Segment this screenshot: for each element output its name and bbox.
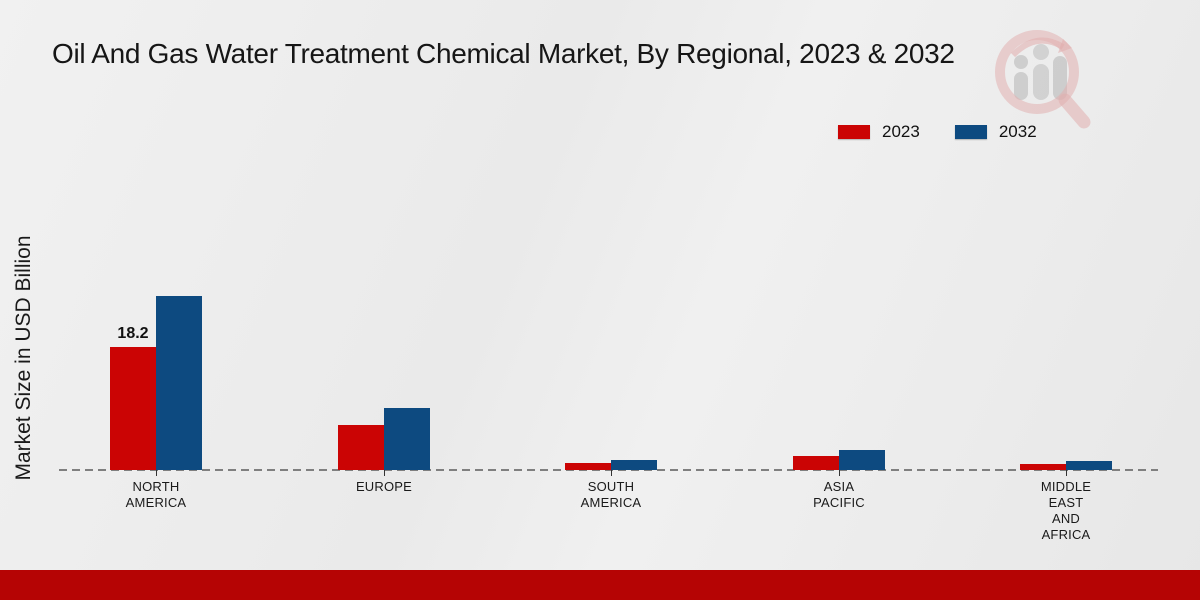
bar-2032-category-2: [611, 460, 657, 470]
bar-2023-category-0: [110, 347, 156, 470]
zero-baseline: [59, 469, 1158, 471]
x-axis-category-label-3: ASIA PACIFIC: [813, 479, 865, 510]
x-axis-category-label-1: EUROPE: [355, 479, 413, 494]
magnifier-bar-chart-logo-icon: [995, 30, 1091, 129]
legend-label-2032: 2032: [998, 122, 1037, 141]
bar-2032-category-3: [839, 450, 885, 470]
bar-2023-category-2: [565, 463, 611, 470]
bar-value-label: 18.2: [117, 325, 149, 342]
legend-item-2032: 2032: [954, 122, 1037, 142]
bar-2023-category-4: [1020, 464, 1066, 470]
x-axis-tick-1: [384, 470, 385, 476]
bar-2023-category-3: [793, 456, 839, 470]
footer-bar: [0, 570, 1200, 600]
legend-swatch-2023: [838, 125, 870, 139]
x-axis-category-label-2: SOUTH AMERICA: [580, 479, 642, 510]
x-axis-tick-3: [839, 470, 840, 476]
legend-swatch-2032: [954, 125, 987, 139]
x-axis-tick-4: [1066, 470, 1067, 476]
x-axis-tick-0: [156, 470, 157, 476]
legend-label-2023: 2023: [882, 122, 920, 141]
x-axis-category-label-0: NORTH AMERICA: [125, 479, 187, 510]
bar-2032-category-4: [1066, 461, 1112, 470]
bar-2032-category-1: [384, 408, 430, 470]
x-axis-category-label-4: MIDDLE EAST AND AFRICA: [1040, 479, 1092, 542]
bar-2032-category-0: [156, 296, 202, 470]
chart-title: Oil And Gas Water Treatment Chemical Mar…: [52, 38, 955, 69]
legend-item-2023: 2023: [838, 122, 920, 142]
bar-2023-category-1: [338, 425, 384, 470]
legend: 2023 2032: [838, 122, 1037, 142]
x-axis-tick-2: [611, 470, 612, 476]
